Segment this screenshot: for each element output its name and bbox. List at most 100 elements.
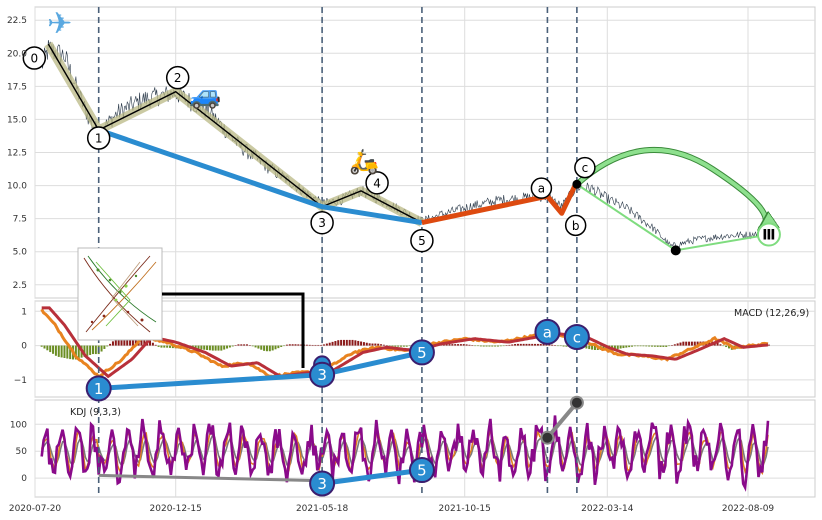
wave-overlay: Ⅲ 0 1 2 3 4 5 a b c ✈ 🚙 🛵 1 3 5 a c 3 5 <box>22 6 781 497</box>
macd-histogram-bar <box>46 345 49 351</box>
wave-label-3: 3 <box>318 216 326 230</box>
macd-histogram-bar <box>357 340 360 346</box>
wave-label-5: 5 <box>418 234 426 248</box>
y-tick-label: 2.5 <box>13 281 27 291</box>
macd-histogram-bar <box>459 344 462 346</box>
y-tick-label: 22.5 <box>7 16 27 26</box>
macd-wave-label-3: 3 <box>317 366 327 384</box>
macd-histogram-bar <box>474 345 477 347</box>
macd-histogram-bar <box>103 345 106 349</box>
y-tick-label: 50 <box>16 447 28 457</box>
macd-histogram-bar <box>123 338 126 346</box>
macd-wave-circle <box>563 324 590 350</box>
macd-histogram-bar <box>134 335 137 346</box>
macd-histogram-bar <box>228 345 231 348</box>
macd-histogram-bar <box>616 345 619 349</box>
macd-histogram-bar <box>283 345 286 347</box>
macd-histogram-bar <box>223 345 226 350</box>
macd-histogram-bar <box>491 345 494 347</box>
macd-histogram-bar <box>494 345 497 347</box>
wave-marker-circle <box>530 177 553 199</box>
macd-histogram-bar <box>197 345 200 350</box>
macd-histogram-bar <box>628 345 631 348</box>
macd-histogram-bar <box>548 344 551 346</box>
macd-histogram-bar <box>465 344 468 346</box>
macd-histogram-bar <box>217 345 220 351</box>
macd-histogram-bar <box>536 343 539 346</box>
macd-histogram-bar <box>200 345 203 350</box>
macd-histogram-bar <box>317 344 320 346</box>
macd-histogram-bar <box>531 343 534 346</box>
projection-end-label: Ⅲ <box>762 228 775 244</box>
macd-histogram-bar <box>91 345 94 355</box>
macd-histogram-bar <box>288 344 291 346</box>
macd-histogram-bar <box>325 343 328 346</box>
macd-histogram-bar <box>482 345 485 347</box>
macd-histogram-bar <box>354 340 357 346</box>
macd-histogram-bar <box>619 345 622 349</box>
macd-histogram-bar <box>400 345 403 347</box>
macd-histogram-bar <box>243 344 246 346</box>
macd-histogram-bar <box>688 341 691 346</box>
macd-histogram-bar <box>149 340 152 346</box>
macd-histogram-bar <box>285 344 288 346</box>
macd-histogram-bar <box>337 340 340 346</box>
macd-histogram-bar <box>263 345 266 351</box>
macd-histogram-bar <box>280 345 283 347</box>
car-icon: 🚙 <box>189 81 221 111</box>
macd-histogram-bar <box>631 345 634 347</box>
macd-histogram-bar <box>257 345 260 349</box>
macd-histogram-bar <box>334 341 337 346</box>
macd-histogram-bar <box>633 345 636 347</box>
wave-label-c: c <box>582 161 589 175</box>
macd-histogram-bar <box>74 345 77 360</box>
macd-histogram-bar <box>163 345 166 348</box>
x-tick-label: 2021-05-18 <box>296 504 349 514</box>
macd-histogram-bar <box>477 345 480 347</box>
macd-histogram-bar <box>636 345 639 347</box>
macd-histogram-bar <box>496 345 499 347</box>
macd-histogram-bar <box>166 345 169 348</box>
macd-histogram-bar <box>679 342 682 346</box>
macd-wave-circle <box>408 339 435 366</box>
wave-marker-circle <box>410 228 434 253</box>
macd-histogram-bar <box>245 344 248 346</box>
macd-histogram-bar <box>488 345 491 347</box>
macd-histogram-bar <box>588 345 591 350</box>
macd-wave-circle <box>534 318 561 345</box>
macd-histogram-bar <box>40 345 43 347</box>
macd-histogram-bar <box>374 343 377 346</box>
kdj-trend-line <box>321 467 423 486</box>
macd-histogram-bar <box>291 344 294 346</box>
macd-histogram-bar <box>305 344 308 346</box>
macd-histogram-bar <box>682 341 685 346</box>
macd-histogram-bar <box>265 345 268 352</box>
macd-histogram-bar <box>505 345 508 346</box>
macd-histogram-bar <box>52 345 55 354</box>
macd-histogram-bar <box>277 345 280 349</box>
axis-labels: 2020-07-20 2020-12-15 2021-05-18 2021-10-15… <box>7 16 774 514</box>
macd-histogram-bar <box>716 342 719 346</box>
macd-histogram-bar <box>300 344 303 346</box>
wave-marker-circle <box>574 156 596 179</box>
macd-histogram-bar <box>111 341 114 346</box>
macd-histogram-bar <box>126 337 129 346</box>
fractal-thumbnail-image <box>77 247 163 341</box>
macd-histogram-bar <box>220 345 223 351</box>
wave-marker-circle <box>22 46 47 70</box>
macd-histogram-bar <box>602 345 605 350</box>
macd-histogram-bar <box>485 345 488 347</box>
macd-histogram-bar <box>502 345 505 347</box>
macd-histogram-bar <box>114 338 117 346</box>
macd-histogram-bar <box>43 345 46 349</box>
macd-histogram-bar <box>665 345 668 347</box>
macd-histogram-bar <box>516 343 519 346</box>
macd-histogram-bar <box>380 344 383 346</box>
x-tick-label: 2021-10-15 <box>439 504 491 514</box>
wave-label-1: 1 <box>95 132 103 146</box>
macd-histogram-bar <box>77 345 80 359</box>
impulse-wave-line <box>47 43 423 224</box>
y-tick-label: 1 <box>21 307 27 317</box>
macd-histogram-bar <box>451 344 454 346</box>
